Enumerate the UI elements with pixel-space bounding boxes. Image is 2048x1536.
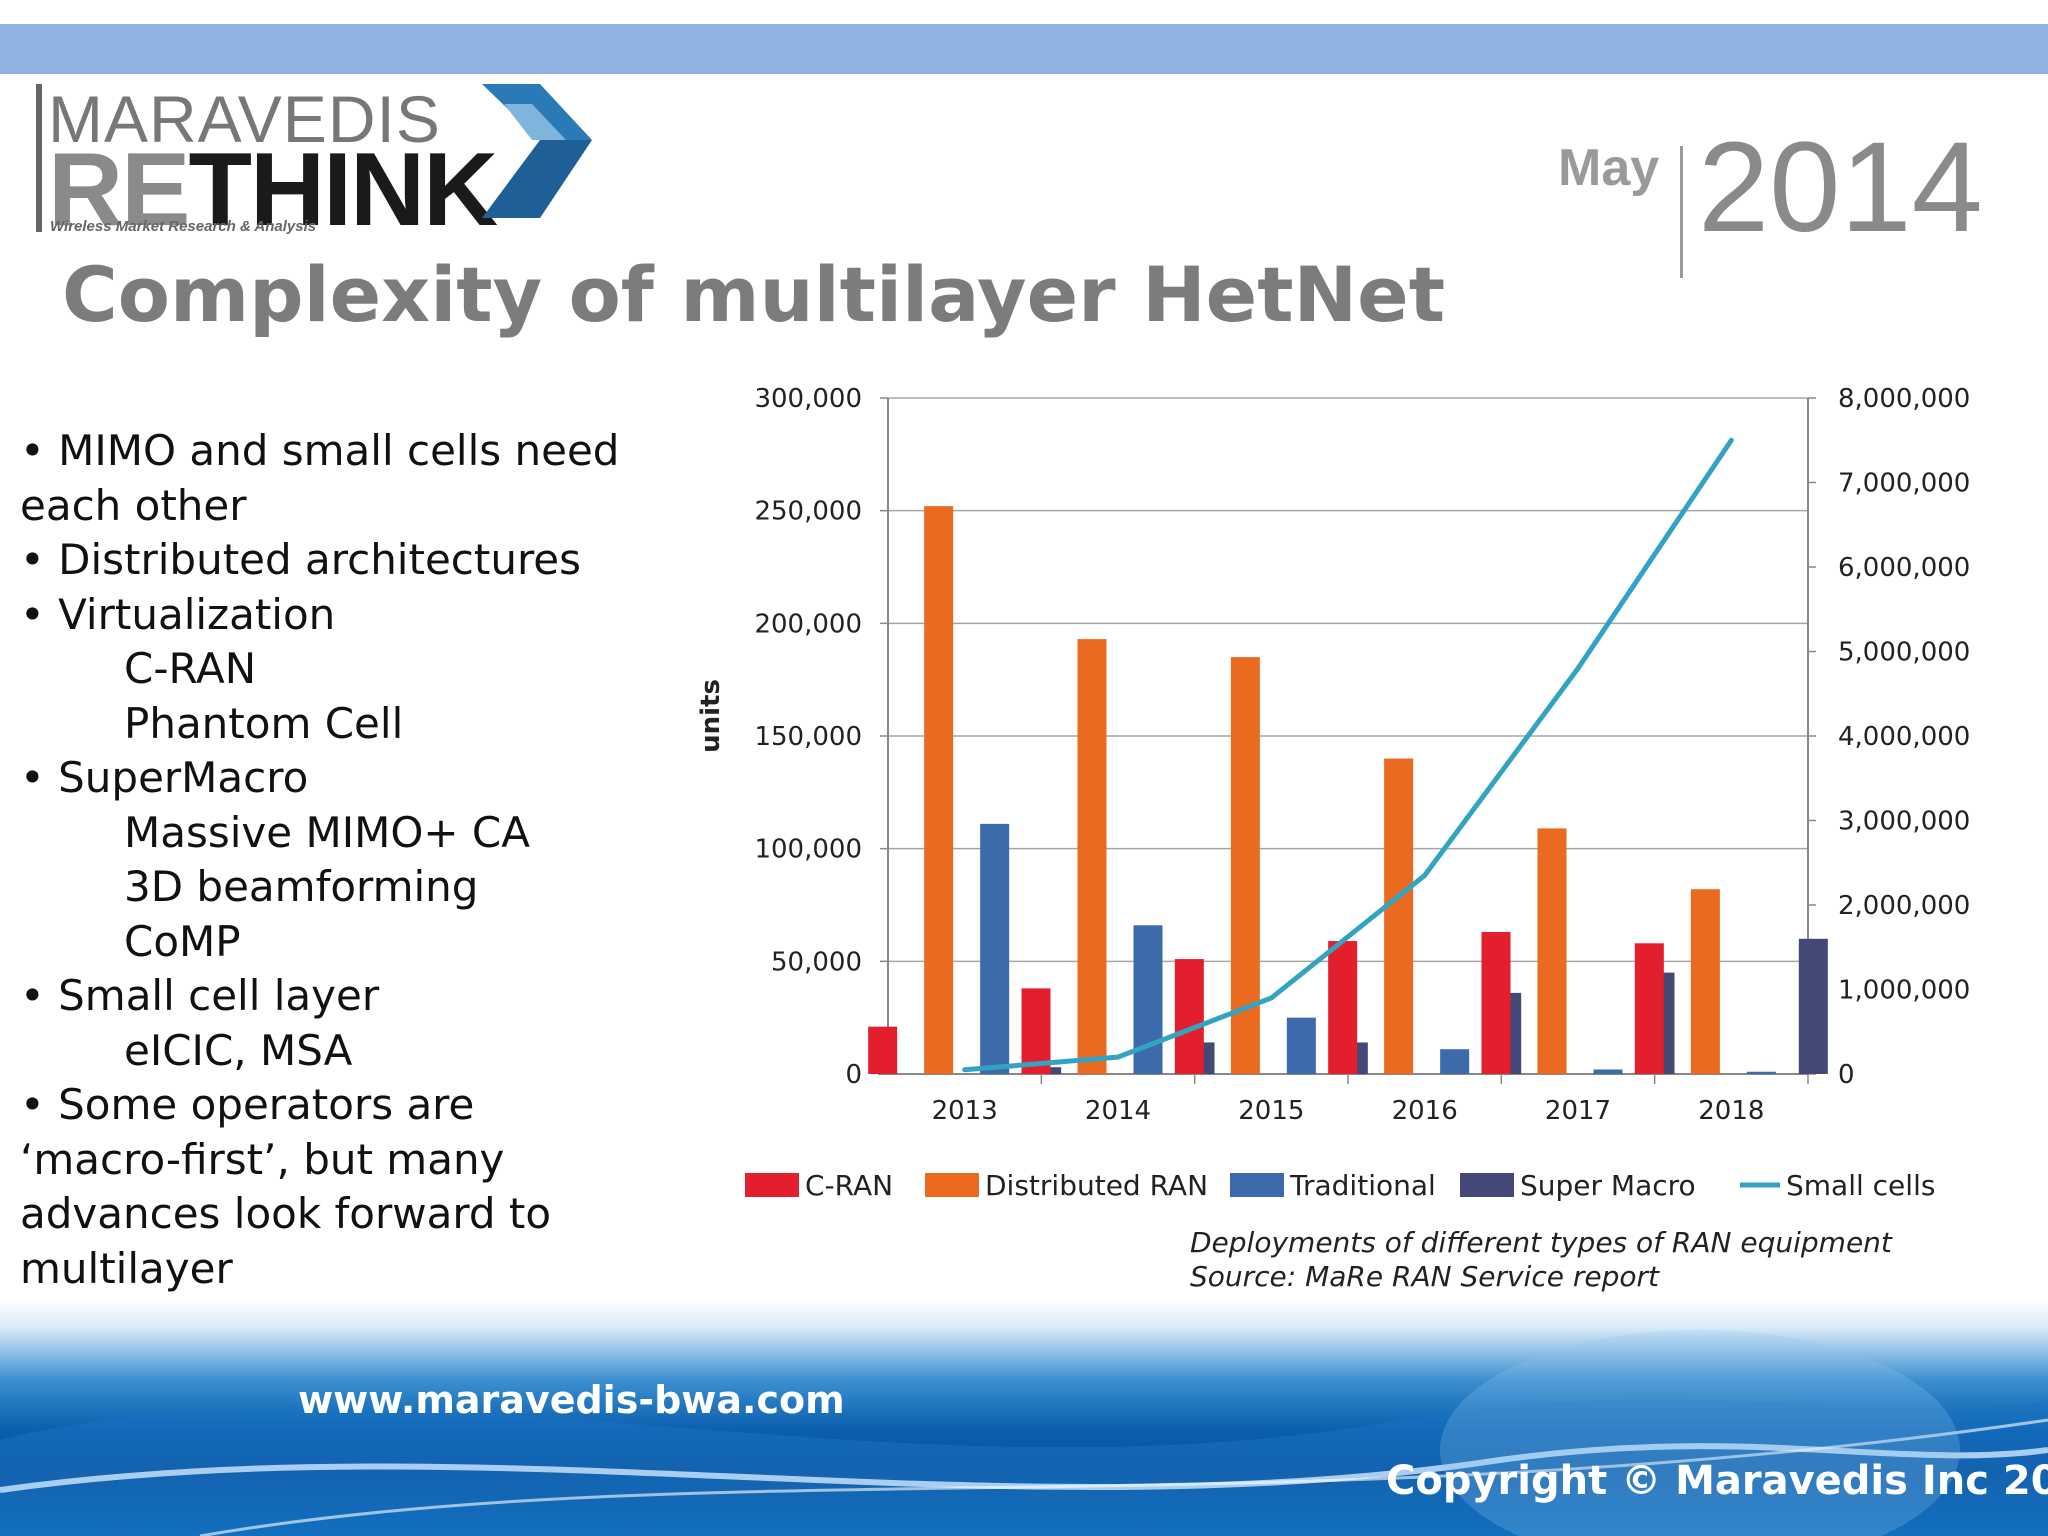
logo-think: THINK bbox=[188, 132, 498, 248]
y-tick-label: 250,000 bbox=[754, 497, 862, 527]
x-tick-label: 2014 bbox=[1085, 1096, 1151, 1126]
y-tick-label: 100,000 bbox=[754, 835, 862, 865]
legend-swatch bbox=[1230, 1173, 1284, 1197]
x-tick-label: 2016 bbox=[1392, 1096, 1458, 1126]
point-small-cells bbox=[1728, 437, 1734, 443]
bullet-line: 3D beamforming bbox=[124, 862, 479, 911]
chart-caption: Deployments of different types of RAN eq… bbox=[1190, 1226, 1892, 1294]
bar-distributed-ran bbox=[1537, 828, 1567, 1074]
x-tick-label: 2018 bbox=[1698, 1096, 1764, 1126]
point-small-cells bbox=[1268, 995, 1274, 1001]
bullet-line: each other bbox=[20, 480, 247, 530]
date-year: 2014 bbox=[1698, 116, 1983, 259]
point-small-cells bbox=[962, 1067, 968, 1073]
date-divider bbox=[1680, 146, 1683, 278]
bullet-line: ‘macro-first’, but many bbox=[20, 1134, 505, 1184]
bar-c-ran bbox=[1328, 941, 1358, 1074]
logo-rethink-text: RETHINK bbox=[48, 138, 498, 242]
y2-tick-label: 5,000,000 bbox=[1838, 638, 1970, 668]
legend-label: C-RAN bbox=[805, 1169, 893, 1202]
bullet-line: • Distributed architectures bbox=[20, 535, 582, 584]
caption-line-2: Source: MaRe RAN Service report bbox=[1190, 1260, 1659, 1293]
bullet-line: • SuperMacro bbox=[20, 753, 309, 802]
logo-maravedis-text: MARAVEDIS bbox=[48, 82, 441, 156]
y-axis-title: units bbox=[696, 679, 726, 753]
y2-tick-label: 8,000,000 bbox=[1838, 384, 1970, 414]
logo-tagline: Wireless Market Research & Analysis bbox=[50, 218, 317, 235]
top-accent-bar bbox=[0, 24, 2048, 74]
bullet-line: Phantom Cell bbox=[124, 698, 404, 748]
x-tick-label: 2017 bbox=[1545, 1096, 1611, 1126]
y2-tick-label: 7,000,000 bbox=[1838, 469, 1970, 499]
y2-tick-label: 2,000,000 bbox=[1838, 891, 1970, 921]
y2-tick-label: 0 bbox=[1838, 1060, 1855, 1090]
bullet-line: Massive MIMO+ CA bbox=[124, 807, 530, 857]
bar-super-macro bbox=[1798, 938, 1828, 1074]
bar-c-ran bbox=[1174, 959, 1204, 1074]
bullet-line: • MIMO and small cells need bbox=[20, 426, 620, 475]
bullet-line: CoMP bbox=[124, 916, 241, 966]
legend-label: Traditional bbox=[1289, 1169, 1436, 1202]
y-tick-label: 300,000 bbox=[754, 384, 862, 414]
y2-tick-label: 1,000,000 bbox=[1838, 976, 1970, 1006]
logo-arrow-icon bbox=[482, 84, 592, 218]
y2-tick-label: 4,000,000 bbox=[1838, 722, 1970, 752]
bar-traditional bbox=[1286, 1017, 1316, 1074]
footer-banner bbox=[0, 1300, 2048, 1536]
bar-c-ran bbox=[1481, 932, 1511, 1074]
bar-traditional bbox=[1746, 1071, 1776, 1074]
bar-distributed-ran bbox=[1690, 889, 1720, 1074]
y-tick-label: 200,000 bbox=[754, 609, 862, 639]
footer-swoosh bbox=[0, 1330, 2048, 1536]
bar-distributed-ran bbox=[1384, 758, 1414, 1074]
logo-re: RE bbox=[48, 132, 190, 248]
y2-tick-label: 6,000,000 bbox=[1838, 553, 1970, 583]
bullet-line: eICIC, MSA bbox=[124, 1025, 353, 1075]
y2-tick-label: 3,000,000 bbox=[1838, 807, 1970, 837]
point-small-cells bbox=[1115, 1054, 1121, 1060]
y-tick-label: 150,000 bbox=[754, 722, 862, 752]
legend-swatch bbox=[745, 1173, 799, 1197]
bullet-line: multilayer bbox=[20, 1243, 233, 1293]
legend-label: Small cells bbox=[1786, 1169, 1935, 1202]
bullet-line: • Small cell layer bbox=[20, 971, 380, 1020]
bar-c-ran bbox=[868, 1026, 898, 1074]
logo-bracket bbox=[36, 84, 42, 232]
bar-distributed-ran bbox=[1077, 639, 1107, 1074]
bullet-line: • Virtualization bbox=[20, 589, 336, 639]
legend-swatch bbox=[925, 1173, 979, 1197]
bullet-line: C-RAN bbox=[124, 644, 257, 693]
bullet-line: • Some operators are bbox=[20, 1080, 475, 1129]
bar-c-ran bbox=[1021, 988, 1051, 1074]
point-small-cells bbox=[1422, 872, 1428, 878]
y-tick-label: 50,000 bbox=[771, 947, 862, 977]
copyright-notice: Copyright © Maravedis Inc 2014 bbox=[1386, 1458, 2048, 1504]
maravedis-rethink-logo: MARAVEDIS RETHINK Wireless Market Resear… bbox=[36, 82, 592, 242]
legend-label: Super Macro bbox=[1520, 1169, 1696, 1202]
bar-traditional bbox=[980, 823, 1010, 1074]
bar-distributed-ran bbox=[924, 506, 954, 1074]
bullet-line: advances look forward to bbox=[20, 1189, 552, 1238]
caption-line-1: Deployments of different types of RAN eq… bbox=[1190, 1226, 1892, 1259]
legend-label: Distributed RAN bbox=[985, 1169, 1208, 1202]
ran-deployment-chart: 0 50,000 100,000 150,000 200,000 250,000 300,0… bbox=[696, 384, 1970, 1202]
date-month: May bbox=[1558, 139, 1660, 197]
website-url[interactable]: www.maravedis-bwa.com bbox=[298, 1378, 845, 1422]
bar-traditional bbox=[1440, 1049, 1470, 1074]
line-small-cells bbox=[964, 438, 1734, 1073]
x-tick-label: 2013 bbox=[932, 1096, 998, 1126]
x-tick-label: 2015 bbox=[1238, 1096, 1304, 1126]
bar-traditional bbox=[1593, 1069, 1623, 1074]
bullet-list: • MIMO and small cells need each other • D… bbox=[20, 424, 700, 1296]
slide-title: Complexity of multilayer HetNet bbox=[62, 250, 1446, 339]
legend-swatch bbox=[1460, 1173, 1514, 1197]
y-tick-label: 0 bbox=[845, 1060, 862, 1090]
bar-c-ran bbox=[1634, 943, 1664, 1074]
point-small-cells bbox=[1575, 665, 1581, 671]
